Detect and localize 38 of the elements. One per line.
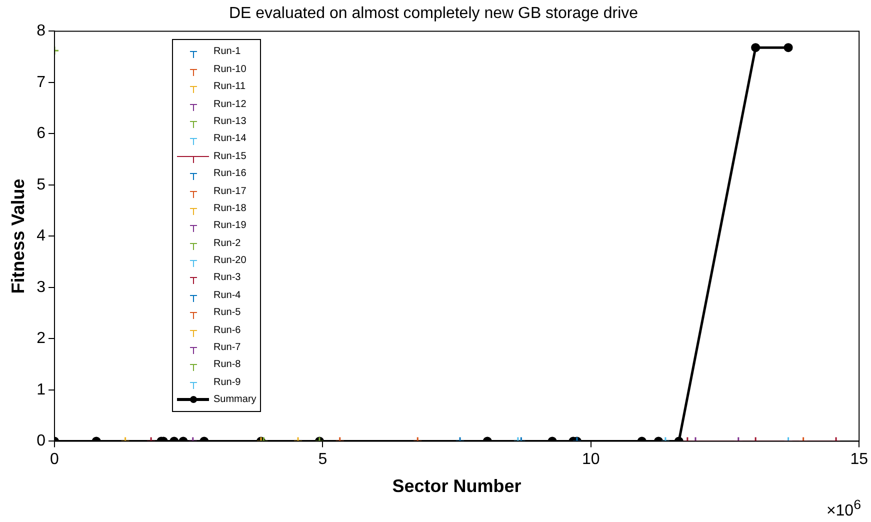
chart-title: DE evaluated on almost completely new GB storage drive [228, 5, 638, 22]
text: ×10$^{6}$ [826, 496, 861, 520]
legend-label: Run-8 [213, 359, 241, 370]
legend-label: Run-2 [213, 238, 241, 249]
legend-label: Run-10 [213, 64, 246, 75]
legend-label: Run-16 [213, 168, 246, 180]
legend-label: Run-12 [213, 98, 246, 110]
y-tick-label: 2 [36, 330, 46, 348]
legend-label: Run-11 [213, 81, 246, 92]
legend-label: Run-20 [213, 255, 246, 266]
y-tick-label: 5 [36, 176, 46, 194]
legend-label: Run-14 [213, 133, 246, 144]
y-tick-label: 6 [36, 125, 46, 142]
x-tick-label: 5 [318, 451, 328, 468]
legend-label: Summary [213, 394, 256, 406]
y-tick-label: 4 [36, 228, 46, 245]
x-tick-label: 0 [50, 451, 60, 468]
legend-label: Run-5 [213, 307, 241, 318]
legend-label: Run-19 [213, 220, 246, 232]
y-axis-title: Fitness Value [8, 178, 28, 294]
x-tick-label: 10 [582, 451, 600, 468]
legend-label: Run-15 [213, 150, 246, 162]
legend-label: Run-3 [213, 272, 241, 284]
y-tick-label: 7 [36, 74, 46, 91]
x-axis-title: Sector Number [392, 476, 522, 496]
legend-label: Run-9 [213, 376, 241, 388]
y-tick-label: 3 [36, 278, 46, 296]
legend-label: Run-18 [213, 202, 246, 214]
legend-label: Run-4 [213, 290, 241, 301]
x-tick-label: 15 [850, 451, 868, 468]
legend-label: Run-17 [213, 186, 246, 196]
legend-label: Run-7 [213, 342, 241, 354]
y-tick-label: 8 [36, 22, 46, 40]
legend-label: Run-6 [213, 324, 241, 336]
y-tick-label: 1 [36, 381, 46, 398]
y-tick-label: 0 [36, 432, 46, 450]
legend-label: Run-1 [213, 46, 241, 58]
legend-label: Run-13 [213, 116, 246, 127]
